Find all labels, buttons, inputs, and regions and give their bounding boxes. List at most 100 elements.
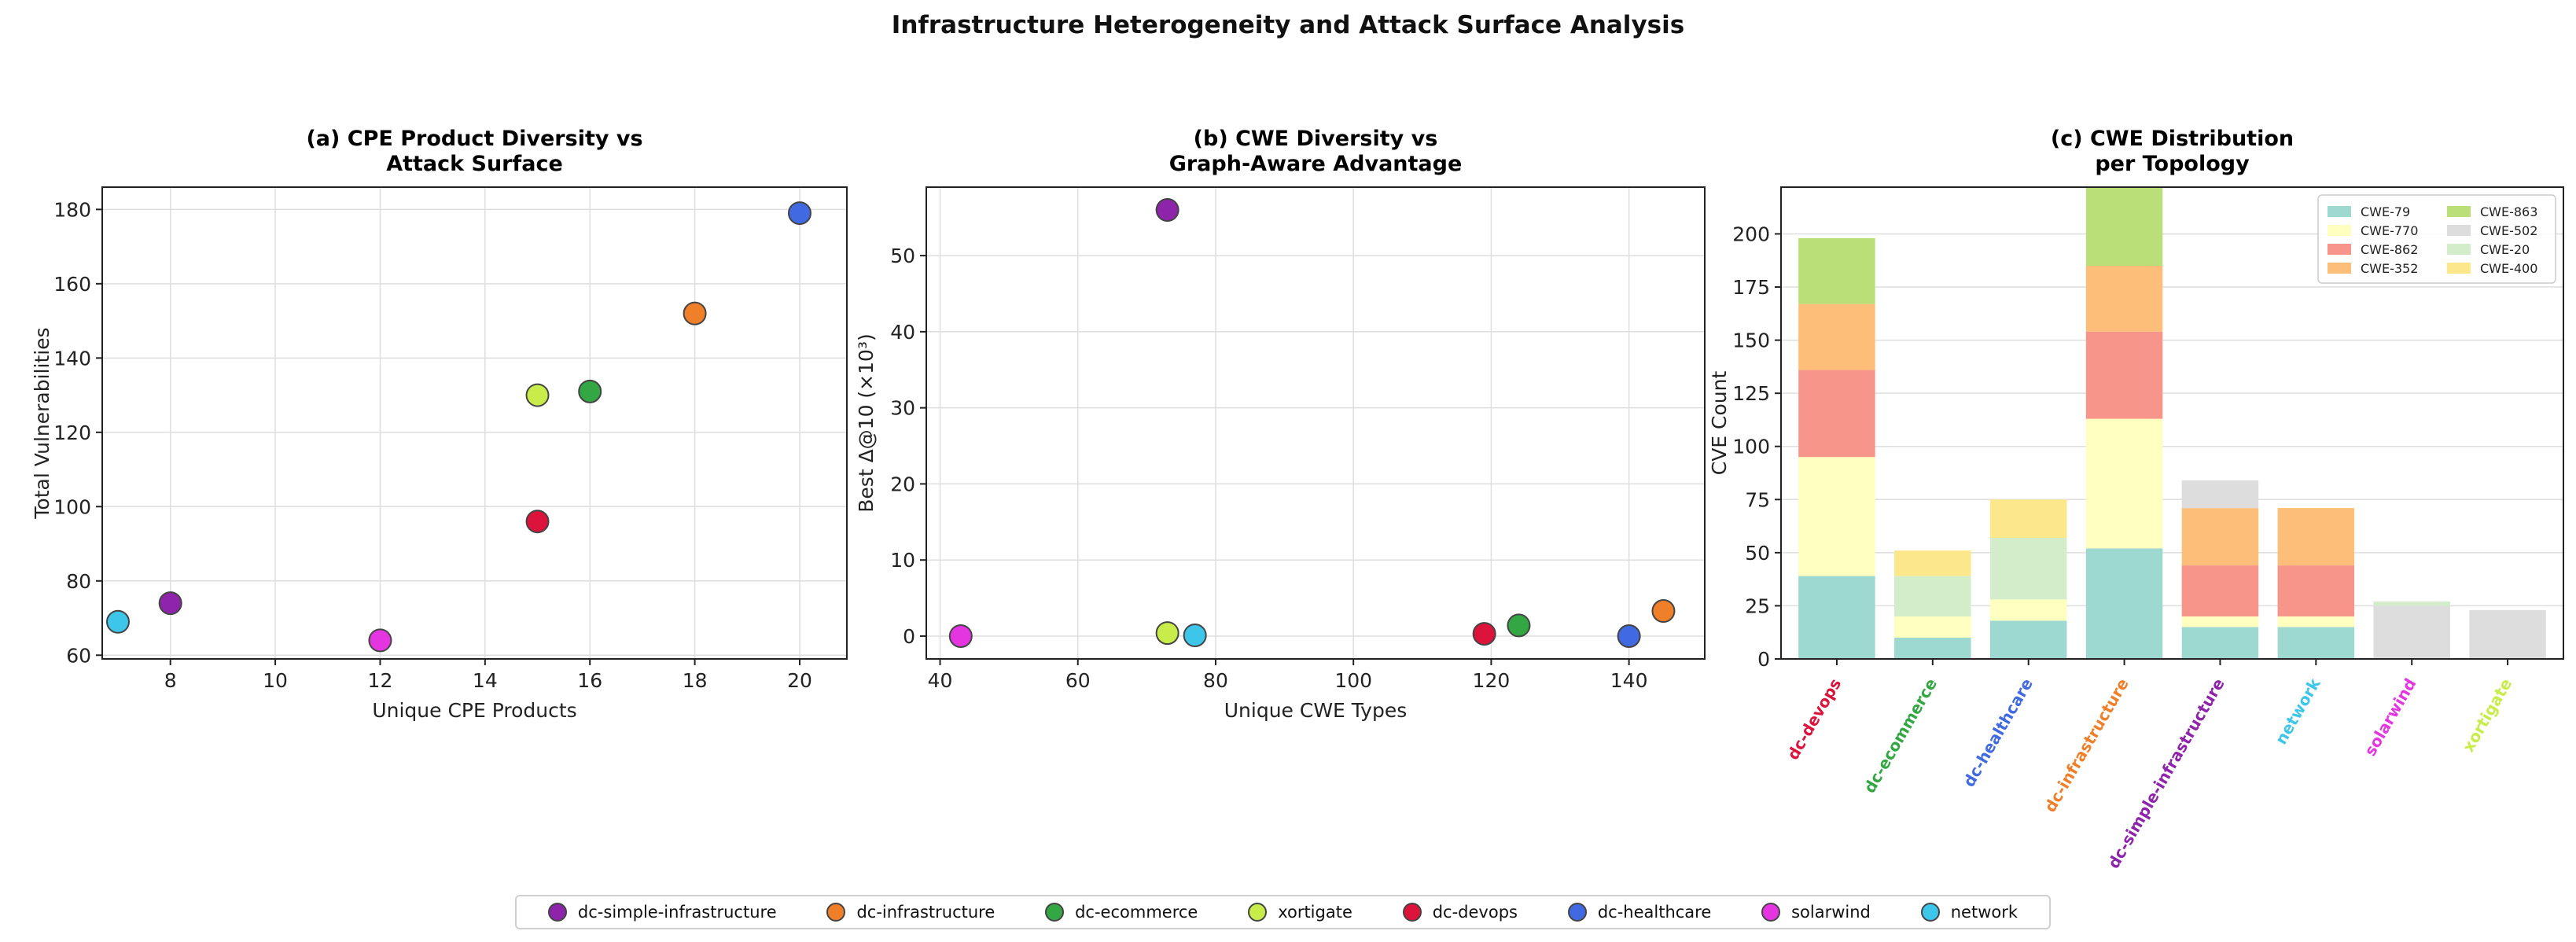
legend-marker-icon xyxy=(1567,903,1587,922)
legend-label-CWE-863: CWE-863 xyxy=(2480,204,2537,219)
legend-label: dc-healthcare xyxy=(1597,903,1712,922)
panel-c-y-tick-label: 0 xyxy=(1757,648,1770,671)
bar-dc-ecommerce-CWE-400 xyxy=(1894,550,1971,576)
panel-a-title-line-2: Attack Surface xyxy=(386,152,563,176)
legend-swatch-CWE-770 xyxy=(2328,225,2351,236)
panel-c-y-tick-label: 150 xyxy=(1732,329,1770,352)
panel-b-point-dc-devops xyxy=(1472,622,1496,646)
panel-a-y-tick-label: 80 xyxy=(66,570,91,593)
panel-b-point-dc-ecommerce xyxy=(1507,613,1531,638)
legend-label-CWE-352: CWE-352 xyxy=(2361,261,2418,276)
bar-dc-infrastructure-CWE-352 xyxy=(2085,266,2163,332)
bar-dc-devops-CWE-352 xyxy=(1798,304,1875,370)
bar-network-CWE-79 xyxy=(2277,627,2355,659)
panel-b-title-line-1: (b) CWE Diversity vs xyxy=(1194,127,1438,151)
legend-label: xortigate xyxy=(1278,903,1352,922)
panel-b-y-tick-label: 10 xyxy=(890,549,915,572)
bar-dc-ecommerce-CWE-79 xyxy=(1894,637,1971,659)
legend-label: dc-devops xyxy=(1432,903,1518,922)
legend-label-CWE-79: CWE-79 xyxy=(2361,204,2410,219)
panel-c-y-tick-label: 25 xyxy=(1745,594,1770,617)
panel-c-category-label-dc-simple-infrastructure: dc-simple-infrastructure xyxy=(2104,675,2228,872)
panel-a-y-axis-label: Total Vulnerabilities xyxy=(31,327,53,519)
panel-c-category-label-dc-ecommerce: dc-ecommerce xyxy=(1860,675,1941,797)
panel-b-x-tick-label: 80 xyxy=(1203,669,1228,692)
legend-marker-icon xyxy=(1045,903,1065,922)
bar-dc-infrastructure-CWE-79 xyxy=(2085,548,2163,659)
panel-a-title-line-1: (a) CPE Product Diversity vs xyxy=(306,127,642,151)
legend-item-dc-ecommerce: dc-ecommerce xyxy=(1045,903,1198,922)
figure-title: Infrastructure Heterogeneity and Attack … xyxy=(891,11,1685,39)
legend-marker-icon xyxy=(1402,903,1422,922)
legend-label-CWE-502: CWE-502 xyxy=(2480,223,2537,238)
legend-swatch-CWE-400 xyxy=(2447,263,2471,274)
legend-swatch-CWE-502 xyxy=(2447,225,2471,236)
bar-dc-devops-CWE-862 xyxy=(1798,370,1875,458)
legend-item-xortigate: xortigate xyxy=(1248,903,1352,922)
bar-dc-simple-infrastructure-CWE-770 xyxy=(2181,616,2259,627)
panel-a-point-dc-infrastructure xyxy=(683,301,707,326)
panel-a-x-axis-label: Unique CPE Products xyxy=(372,699,576,722)
legend-label: network xyxy=(1950,903,2018,922)
panel-a-x-tick-label: 16 xyxy=(577,669,602,692)
bar-dc-infrastructure-CWE-770 xyxy=(2085,418,2163,549)
panel-a-point-xortigate xyxy=(525,383,550,407)
bar-dc-simple-infrastructure-CWE-352 xyxy=(2181,508,2259,566)
panel-c-bars xyxy=(1798,187,2546,659)
panel-a-y-tick-label: 180 xyxy=(53,198,91,221)
panel-b-point-dc-simple-infrastructure xyxy=(1155,198,1179,223)
panel-b-y-tick-label: 40 xyxy=(890,321,915,344)
panel-c-y-tick-label: 175 xyxy=(1732,276,1770,299)
panel-b-x-tick-label: 100 xyxy=(1334,669,1372,692)
panel-a-point-dc-simple-infrastructure xyxy=(158,591,182,616)
bar-dc-healthcare-CWE-20 xyxy=(1989,537,2067,600)
panel-a-y-tick-label: 140 xyxy=(53,347,91,370)
panel-c-title-line-2: per Topology xyxy=(2095,152,2250,176)
panel-b-x-tick-label: 120 xyxy=(1473,669,1511,692)
panel-a-x-tick-label: 10 xyxy=(263,669,288,692)
bar-dc-infrastructure-CWE-863 xyxy=(2085,187,2163,266)
bar-xortigate-CWE-502 xyxy=(2469,609,2546,659)
panel-b-x-tick-label: 140 xyxy=(1610,669,1648,692)
panel-b-x-tick-label: 60 xyxy=(1065,669,1091,692)
legend-label-CWE-862: CWE-862 xyxy=(2361,242,2418,257)
bar-dc-healthcare-CWE-79 xyxy=(1989,620,2067,659)
bar-dc-devops-CWE-863 xyxy=(1798,237,1875,304)
panel-b-y-tick-label: 50 xyxy=(890,245,915,267)
panel-c-cwe-legend: CWE-79 CWE-770 CWE-862 CWE-352 CWE-863 CWE-50… xyxy=(2317,194,2556,284)
bar-dc-simple-infrastructure-CWE-502 xyxy=(2181,480,2259,509)
panel-c-y-axis-label: CVE Count xyxy=(1708,371,1731,476)
panel-a-x-tick-label: 12 xyxy=(368,669,393,692)
panel-a-y-tick-label: 100 xyxy=(53,495,91,518)
legend-marker-icon xyxy=(1761,903,1781,922)
panel-b-y-tick-label: 30 xyxy=(890,397,915,420)
panel-c-category-label-dc-devops: dc-devops xyxy=(1783,675,1845,764)
bar-dc-healthcare-CWE-400 xyxy=(1989,499,2067,538)
bar-network-CWE-862 xyxy=(2277,565,2355,616)
legend-label: dc-simple-infrastructure xyxy=(577,903,777,922)
panel-a-x-tick-label: 14 xyxy=(473,669,498,692)
panel-a-x-tick-label: 20 xyxy=(787,669,812,692)
panel-a-point-solarwind xyxy=(368,628,392,653)
panel-c-plot-frame xyxy=(1780,186,2564,660)
bar-dc-simple-infrastructure-CWE-79 xyxy=(2181,627,2259,659)
legend-label-CWE-20: CWE-20 xyxy=(2480,242,2530,257)
panel-b-point-network xyxy=(1183,624,1207,647)
panel-a-x-tick-label: 8 xyxy=(164,669,177,692)
panel-c-y-tick-label: 50 xyxy=(1745,542,1770,565)
legend-swatch-CWE-863 xyxy=(2447,206,2471,217)
legend-label-CWE-770: CWE-770 xyxy=(2361,223,2418,238)
panel-b-y-axis-label: Best Δ@10 (×10³) xyxy=(855,333,878,512)
legend-marker-icon xyxy=(1920,903,1940,922)
bar-dc-devops-CWE-770 xyxy=(1798,457,1875,576)
bar-dc-ecommerce-CWE-20 xyxy=(1894,576,1971,616)
panel-c-y-tick-label: 100 xyxy=(1732,436,1770,458)
panel-a-point-dc-healthcare xyxy=(787,201,811,226)
legend-item-dc-healthcare: dc-healthcare xyxy=(1567,903,1712,922)
topology-legend: dc-simple-infrastructure dc-infrastructur… xyxy=(515,895,2051,929)
bar-dc-infrastructure-CWE-862 xyxy=(2085,331,2163,419)
panel-a-point-dc-devops xyxy=(525,510,550,534)
panel-c-y-tick-label: 75 xyxy=(1745,488,1770,511)
